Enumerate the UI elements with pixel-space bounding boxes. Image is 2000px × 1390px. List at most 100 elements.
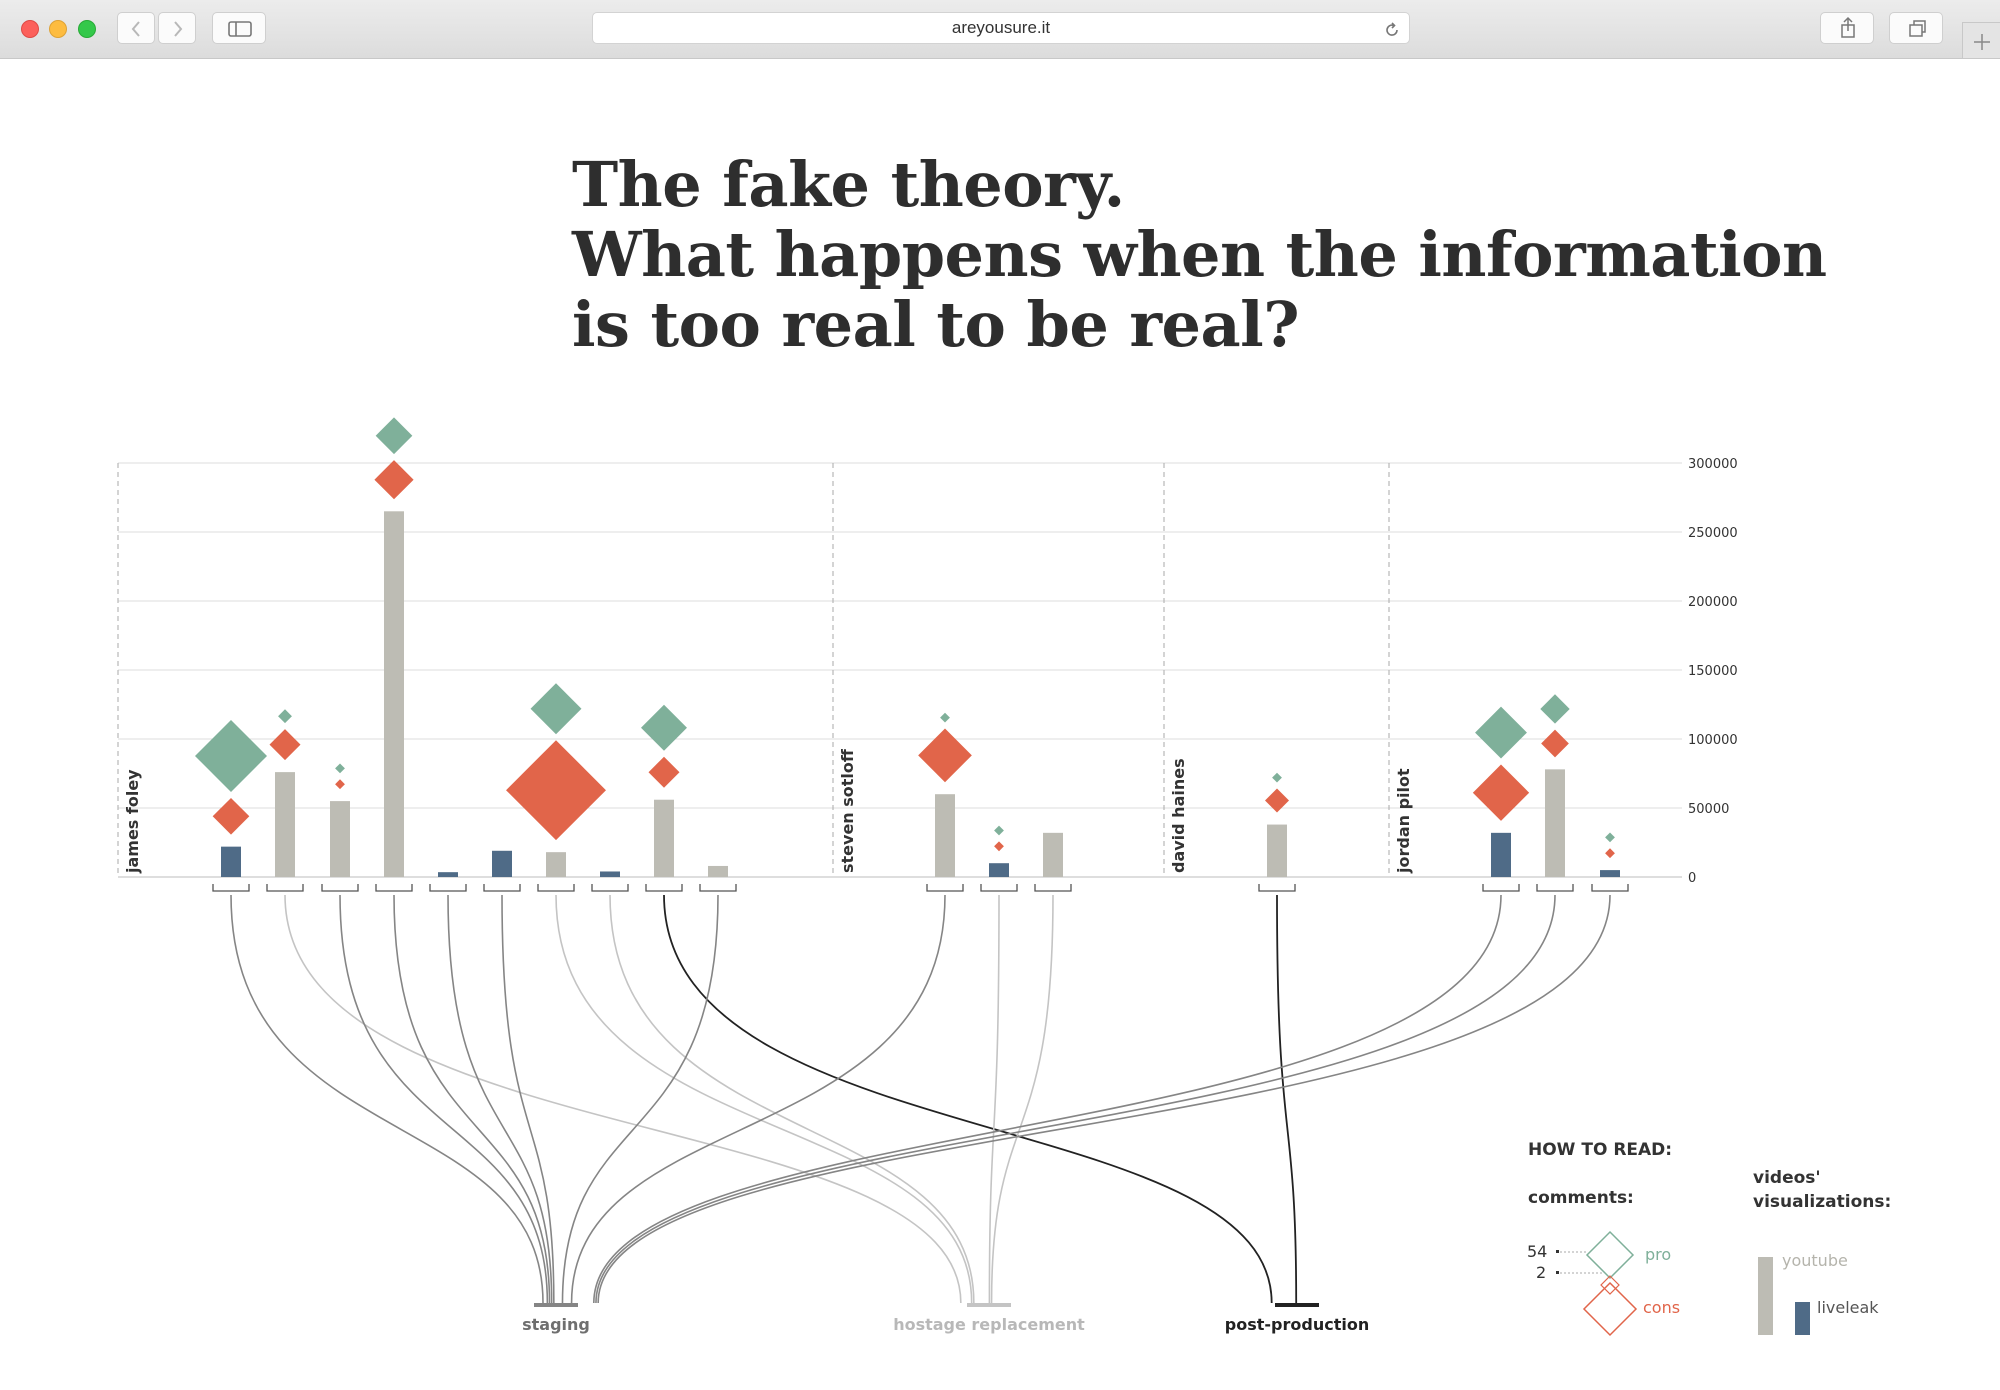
cons-diamond	[335, 779, 345, 790]
legend-pro-diamond	[1585, 1230, 1635, 1280]
link-path	[339, 894, 549, 1304]
bar-bracket	[591, 884, 629, 892]
bar-bracket	[1258, 884, 1296, 892]
bar-bracket	[266, 884, 304, 892]
bar	[330, 801, 350, 877]
bar	[1043, 832, 1063, 877]
y-tick-label: 250000	[1688, 526, 1738, 541]
link-path	[609, 894, 975, 1304]
address-bar[interactable]: areyousure.it	[592, 12, 1410, 44]
link-path	[284, 894, 962, 1304]
y-tick-label: 100000	[1688, 733, 1738, 748]
bar-bracket	[212, 884, 250, 892]
bar	[492, 850, 512, 877]
bar	[1545, 769, 1565, 877]
y-tick-label: 300000	[1688, 457, 1738, 472]
group-label: jordan pilot	[1394, 768, 1413, 874]
sidebar-toggle-button[interactable]	[212, 12, 266, 44]
cons-diamond	[1605, 848, 1615, 859]
close-window-button[interactable]	[21, 20, 39, 38]
gridlines: 300000 250000 200000 150000 100000 50000 0	[118, 457, 1738, 886]
cons-diamond	[1541, 729, 1569, 758]
legend-max-value: 54	[1527, 1242, 1548, 1261]
chevron-left-icon	[131, 21, 140, 37]
legend-liveleak-label: liveleak	[1817, 1298, 1879, 1317]
link-path	[570, 894, 946, 1304]
legend-min-value: 2	[1536, 1263, 1547, 1282]
cons-diamond	[506, 740, 606, 841]
y-tick-label: 150000	[1688, 664, 1738, 679]
share-icon	[1841, 16, 1855, 38]
link-path	[447, 894, 553, 1304]
cons-diamond	[1472, 764, 1530, 821]
category-label: hostage replacement	[893, 1315, 1085, 1334]
category-label: post-production	[1225, 1315, 1369, 1334]
bar	[438, 872, 458, 877]
legend-comments-label: comments:	[1528, 1188, 1634, 1208]
category-endpoint	[534, 1303, 578, 1307]
y-tick-label: 50000	[1688, 802, 1729, 817]
bar	[275, 772, 295, 877]
new-tab-button[interactable]	[1962, 22, 2000, 58]
link-path	[501, 894, 555, 1304]
bar-bracket	[375, 884, 413, 892]
cons-diamond	[918, 728, 972, 783]
bar-bracket	[1536, 884, 1574, 892]
pro-diamond	[335, 763, 345, 774]
tabs-overview-button[interactable]	[1889, 12, 1943, 44]
bar	[600, 871, 620, 877]
group-label: david haines	[1169, 758, 1188, 873]
bar-bracket	[1482, 884, 1520, 892]
bar	[384, 511, 404, 877]
legend-pro-label: pro	[1645, 1245, 1672, 1264]
legend-dot	[1556, 1271, 1559, 1274]
legend-views-label: videos' visualizations:	[1753, 1166, 1891, 1214]
title-line-1: The fake theory.	[572, 148, 1125, 221]
pro-diamond	[194, 719, 268, 792]
legend-cons-label: cons	[1643, 1298, 1681, 1317]
bar	[708, 865, 728, 877]
bar-bracket	[980, 884, 1018, 892]
bar-bracket	[926, 884, 964, 892]
minimize-window-button[interactable]	[49, 20, 67, 38]
cons-diamond	[648, 756, 680, 788]
group-label: steven sotloff	[838, 748, 857, 873]
link-path	[597, 894, 1611, 1304]
link-path	[555, 894, 973, 1304]
bar	[1600, 870, 1620, 877]
bar-bracket	[537, 884, 575, 892]
link-path	[593, 894, 1502, 1304]
cons-diamond	[374, 460, 414, 500]
title-line-3: is too real to be real?	[572, 288, 1300, 361]
tabs-icon	[1909, 20, 1926, 37]
link-path	[595, 894, 1556, 1304]
legend-views-line-1: videos'	[1753, 1168, 1821, 1188]
bar-bracket	[483, 884, 521, 892]
reload-icon[interactable]	[1383, 19, 1401, 49]
category-endpoint	[1275, 1303, 1319, 1307]
link-path	[988, 894, 1000, 1304]
bar	[1491, 832, 1511, 877]
title-line-2: What happens when the information	[572, 218, 1827, 291]
plus-icon	[1974, 34, 1990, 50]
link-path	[230, 894, 544, 1304]
legend-youtube-bar	[1758, 1257, 1773, 1335]
y-tick-label: 0	[1688, 871, 1696, 886]
pro-diamond	[530, 683, 582, 735]
bar-bracket	[321, 884, 359, 892]
bars	[194, 417, 1629, 892]
pro-diamond	[375, 417, 413, 455]
link-path	[663, 894, 1273, 1304]
category-endpoint	[967, 1303, 1011, 1307]
chevron-right-icon	[174, 21, 183, 37]
forward-button[interactable]	[158, 12, 196, 44]
category-links	[230, 894, 1611, 1304]
back-button[interactable]	[117, 12, 155, 44]
bar	[654, 799, 674, 877]
link-path	[561, 894, 719, 1304]
zoom-window-button[interactable]	[78, 20, 96, 38]
share-button[interactable]	[1820, 12, 1874, 44]
url-text: areyousure.it	[951, 18, 1051, 37]
pro-diamond	[1475, 706, 1527, 759]
